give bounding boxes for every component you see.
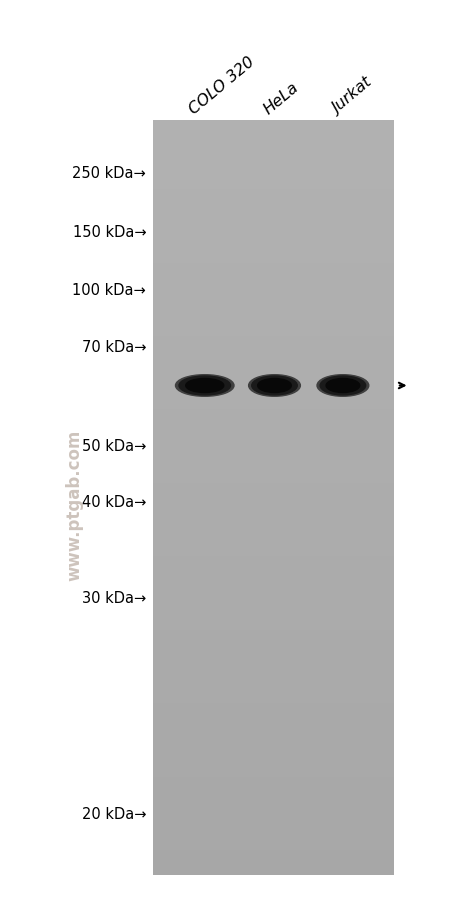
Text: Jurkat: Jurkat	[330, 76, 376, 117]
Ellipse shape	[186, 379, 224, 393]
Ellipse shape	[248, 375, 301, 397]
Text: 150 kDa→: 150 kDa→	[72, 226, 146, 240]
Ellipse shape	[252, 376, 297, 396]
Ellipse shape	[320, 376, 366, 396]
Text: www.ptgab.com: www.ptgab.com	[65, 429, 83, 581]
Text: 30 kDa→: 30 kDa→	[82, 591, 146, 605]
Ellipse shape	[176, 375, 234, 397]
Ellipse shape	[326, 379, 360, 393]
Text: HeLa: HeLa	[261, 79, 301, 117]
Text: 40 kDa→: 40 kDa→	[82, 495, 146, 510]
Text: 100 kDa→: 100 kDa→	[72, 283, 146, 298]
Text: COLO 320: COLO 320	[186, 54, 257, 117]
Text: 50 kDa→: 50 kDa→	[82, 439, 146, 454]
Text: 250 kDa→: 250 kDa→	[72, 166, 146, 180]
Text: 70 kDa→: 70 kDa→	[82, 340, 146, 354]
Text: 20 kDa→: 20 kDa→	[82, 806, 146, 821]
Ellipse shape	[258, 379, 291, 393]
Ellipse shape	[317, 375, 369, 397]
Ellipse shape	[179, 376, 230, 396]
